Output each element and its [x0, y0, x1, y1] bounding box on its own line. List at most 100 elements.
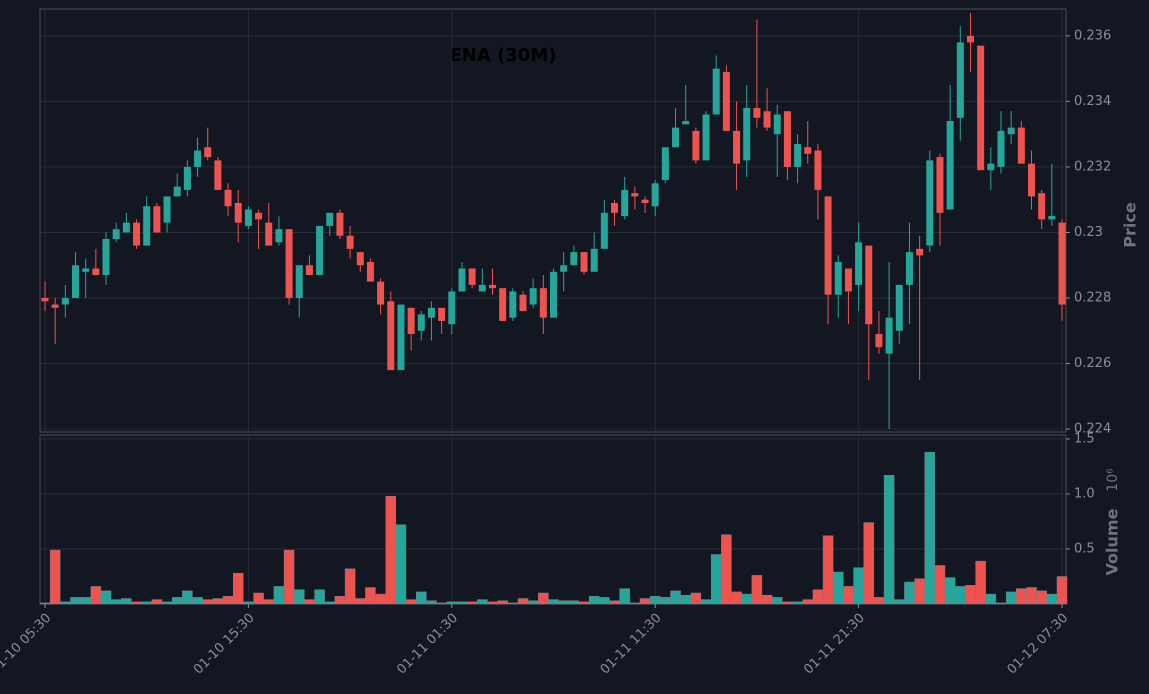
volume-bar — [548, 599, 559, 605]
volume-bar — [202, 599, 213, 605]
candle-body — [499, 288, 507, 321]
candle-body — [895, 284, 903, 331]
volume-bar — [70, 597, 81, 605]
candle-body — [204, 147, 212, 158]
candle-body — [326, 212, 334, 226]
x-tick-label: 01-10 05:30 — [0, 611, 54, 678]
volume-bar — [721, 534, 732, 605]
y-tick-label: 0.232 — [1074, 159, 1111, 174]
volume-bar — [49, 549, 61, 605]
candle-body — [1058, 222, 1066, 305]
volume-bar — [222, 596, 234, 605]
volume-bar — [80, 597, 91, 605]
candle-body — [407, 307, 415, 335]
y-tick-label: 0.234 — [1074, 94, 1111, 109]
candle-body — [966, 35, 974, 43]
volume-bar — [182, 590, 193, 605]
y-axis-label: Price — [1121, 202, 1140, 248]
candle-body — [356, 252, 364, 266]
volume-bar — [294, 589, 305, 605]
candle-body — [814, 150, 822, 190]
x-tick-label: 01-12 07:30 — [1005, 611, 1072, 678]
candle-body — [133, 222, 141, 246]
candle-body — [122, 222, 130, 233]
volume-bar — [609, 600, 620, 605]
candle-body — [224, 189, 232, 207]
candle-body — [1027, 163, 1035, 197]
volume-bar — [121, 598, 132, 605]
y-tick-label: 0.5 — [1074, 541, 1095, 556]
price-panel — [39, 8, 1067, 433]
volume-bar — [426, 600, 437, 605]
volume-bar — [873, 597, 885, 605]
candle-body — [794, 143, 802, 167]
candle-body — [346, 235, 354, 249]
candle-body — [834, 261, 842, 295]
volume-bar — [710, 554, 722, 605]
volume-bar — [90, 586, 102, 605]
volume-bar — [477, 599, 488, 605]
candle-body — [672, 127, 680, 148]
volume-panel — [39, 434, 1067, 605]
candle-body — [448, 291, 456, 325]
volume-bar — [456, 601, 468, 605]
volume-bar — [588, 596, 600, 605]
candle-body — [143, 206, 151, 246]
volume-bar — [171, 597, 183, 605]
volume-bar — [263, 599, 274, 605]
volume-bar — [670, 590, 681, 605]
candle-body — [651, 183, 659, 207]
candle-body — [163, 196, 171, 223]
volume-bar — [578, 601, 590, 605]
volume-bar — [965, 585, 976, 605]
candle-body — [641, 199, 649, 203]
volume-bar — [792, 601, 803, 605]
candle-body — [234, 202, 242, 223]
candle-body — [824, 196, 832, 295]
candle-body — [1038, 193, 1046, 220]
y-tick-label: 0.23 — [1074, 225, 1103, 240]
candle-body — [733, 130, 741, 164]
candle-body — [305, 265, 313, 276]
volume-bar — [314, 589, 325, 605]
volume-bar — [466, 601, 478, 605]
volume-bar — [558, 600, 569, 605]
candle-body — [865, 245, 873, 325]
volume-bar — [436, 602, 447, 605]
volume-bar — [863, 522, 875, 605]
volume-bar — [110, 599, 122, 605]
volume-bar — [507, 602, 519, 605]
candle-body — [51, 304, 59, 308]
volume-bar — [538, 592, 549, 605]
volume-bar — [741, 593, 752, 605]
candle-body — [987, 163, 995, 171]
volume-bar — [1026, 587, 1037, 605]
candle-body — [722, 71, 730, 131]
y-tick-label: 0.224 — [1074, 422, 1111, 437]
volume-bar — [904, 581, 915, 605]
volume-bar — [497, 600, 508, 605]
y-tick-label: 1.0 — [1074, 486, 1095, 501]
volume-bar — [843, 586, 854, 605]
candle-body — [478, 284, 486, 292]
candle-body — [885, 317, 893, 354]
candle-body — [82, 268, 90, 272]
x-tick-label: 01-11 21:30 — [801, 611, 868, 678]
volume-bar — [639, 598, 651, 605]
volume-bar — [273, 586, 285, 605]
candle-body — [702, 114, 710, 161]
candle-body — [743, 107, 751, 161]
candle-body — [600, 212, 608, 249]
candle-body — [244, 209, 252, 226]
volume-bar — [375, 593, 386, 605]
candle-body — [773, 114, 781, 135]
candle-body — [438, 307, 446, 321]
volume-bar — [405, 599, 417, 605]
volume-bar — [527, 600, 539, 605]
candle-body — [631, 193, 639, 197]
volume-bar — [731, 591, 742, 605]
candle-body — [417, 314, 425, 331]
volume-bar — [782, 601, 793, 605]
volume-bar — [365, 587, 376, 605]
